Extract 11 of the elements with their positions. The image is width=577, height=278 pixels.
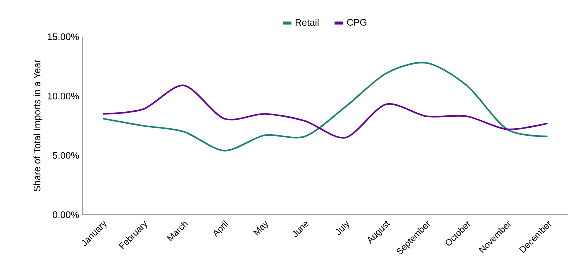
- line-series: [102, 62, 549, 152]
- y-tick-label: 0.00%: [53, 212, 80, 218]
- y-tick-label: 15.00%: [48, 34, 80, 40]
- y-tick-label: 10.00%: [48, 92, 80, 100]
- line-series: [102, 84, 549, 139]
- y-axis-title: Share of Total Imports in a Year: [34, 60, 43, 192]
- legend-label: CPG: [347, 19, 367, 26]
- y-tick-label: 5.00%: [53, 152, 80, 160]
- x-tick-label: July: [336, 221, 350, 236]
- x-tick-label: May: [253, 221, 268, 236]
- legend-label: Retail: [296, 19, 319, 26]
